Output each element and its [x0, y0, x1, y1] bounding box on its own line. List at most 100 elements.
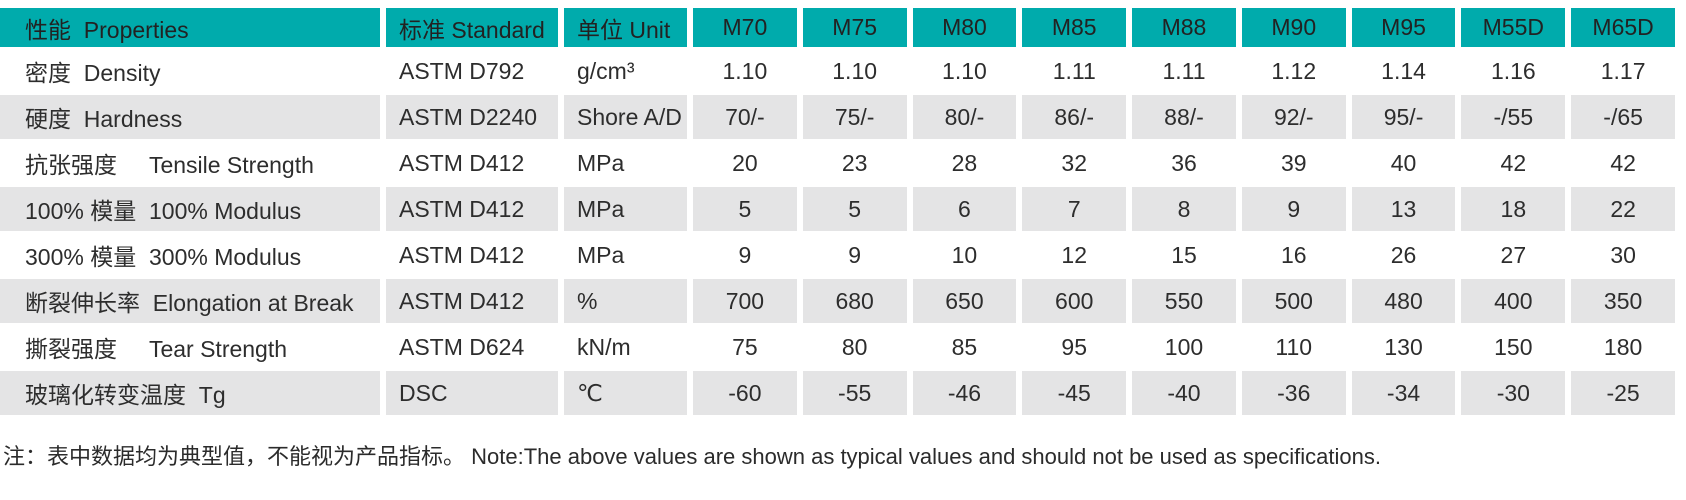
value-cell-text: 30 — [1610, 241, 1636, 268]
value-cell: 100 — [1132, 325, 1236, 369]
unit-cell: g/cm³ — [564, 49, 687, 93]
property-cell: 玻璃化转变温度 Tg — [0, 371, 380, 415]
header-grade-m85-text: M85 — [1051, 14, 1097, 40]
value-cell: 1.14 — [1351, 49, 1456, 93]
value-cell-text: 9 — [1287, 195, 1301, 222]
header-grade-m65d: M65D — [1571, 8, 1675, 47]
unit-cell-text: Shore A/D — [577, 103, 682, 130]
value-cell-text: -45 — [1057, 379, 1091, 406]
value-cell-text: 1.11 — [1162, 57, 1206, 84]
value-cell: 550 — [1132, 279, 1236, 323]
header-grade-m95: M95 — [1351, 8, 1456, 47]
value-cell: 1.17 — [1571, 49, 1675, 93]
value-cell: -/55 — [1461, 95, 1566, 139]
standard-cell: ASTM D792 — [386, 49, 558, 93]
value-cell-text: 75/- — [834, 103, 875, 130]
value-cell-text: -55 — [838, 379, 872, 406]
value-cell: 7 — [1022, 187, 1127, 231]
value-cell: 150 — [1461, 325, 1566, 369]
header-standard-text: 标准 Standard — [399, 16, 545, 43]
value-cell-text: -60 — [728, 379, 762, 406]
header-grade-m88-text: M88 — [1161, 14, 1207, 40]
value-cell-text: 130 — [1384, 333, 1423, 360]
value-cell-text: 28 — [951, 149, 978, 176]
header-grade-m95-text: M95 — [1381, 14, 1426, 40]
value-cell: -25 — [1571, 371, 1675, 415]
value-cell-text: -34 — [1386, 379, 1421, 406]
value-cell: -40 — [1132, 371, 1236, 415]
value-cell: 6 — [912, 187, 1017, 231]
value-cell: 600 — [1022, 279, 1127, 323]
value-cell: 130 — [1351, 325, 1456, 369]
property-cell: 撕裂强度 Tear Strength — [0, 325, 380, 369]
unit-cell-text: MPa — [577, 149, 625, 176]
unit-cell-text: MPa — [577, 241, 625, 268]
value-cell-text: 16 — [1280, 241, 1307, 268]
value-cell: 23 — [802, 141, 907, 185]
value-cell: 70/- — [693, 95, 797, 139]
value-cell-text: 6 — [958, 195, 971, 222]
value-cell-text: 7 — [1067, 195, 1081, 222]
value-cell: -30 — [1461, 371, 1566, 415]
value-cell: 1.11 — [1022, 49, 1127, 93]
properties-table: 性能 Properties 标准 Standard 单位 Unit M70 M75 M80… — [0, 8, 1675, 415]
value-cell-text: 39 — [1280, 149, 1307, 176]
unit-cell-text: MPa — [577, 195, 625, 222]
value-cell-text: 85 — [951, 333, 978, 360]
value-cell-text: 32 — [1061, 149, 1088, 176]
value-cell: 30 — [1571, 233, 1675, 277]
property-cell-text: 撕裂强度 Tear Strength — [25, 336, 288, 362]
unit-cell-text: kN/m — [577, 333, 631, 360]
header-grade-m75: M75 — [802, 8, 907, 47]
value-cell: 86/- — [1022, 95, 1127, 139]
standard-cell: DSC — [386, 371, 558, 415]
standard-cell: ASTM D412 — [386, 187, 558, 231]
value-cell-text: -/55 — [1493, 103, 1534, 130]
value-cell-text: 350 — [1603, 287, 1643, 314]
property-cell: 100% 模量 100% Modulus — [0, 187, 380, 231]
value-cell: 39 — [1241, 141, 1346, 185]
value-cell: 1.10 — [912, 49, 1017, 93]
value-cell-text: 600 — [1055, 287, 1094, 314]
property-cell: 断裂伸长率 Elongation at Break — [0, 279, 380, 323]
value-cell: 85 — [912, 325, 1017, 369]
value-cell: 27 — [1461, 233, 1566, 277]
value-cell: 110 — [1241, 325, 1346, 369]
value-cell: 9 — [802, 233, 907, 277]
value-cell: 1.10 — [802, 49, 907, 93]
value-cell-text: 180 — [1603, 333, 1643, 360]
value-cell: 32 — [1022, 141, 1127, 185]
value-cell-text: 20 — [732, 149, 758, 176]
value-cell-text: -36 — [1277, 379, 1311, 406]
value-cell-text: 95 — [1061, 333, 1088, 360]
value-cell: 1.12 — [1241, 49, 1346, 93]
value-cell: 26 — [1351, 233, 1456, 277]
value-cell-text: 8 — [1177, 195, 1191, 222]
value-cell: 700 — [693, 279, 797, 323]
unit-cell: % — [564, 279, 687, 323]
value-cell: 5 — [802, 187, 907, 231]
value-cell-text: 92/- — [1273, 103, 1314, 130]
value-cell-text: 9 — [848, 241, 862, 268]
value-cell: 80 — [802, 325, 907, 369]
value-cell-text: 680 — [835, 287, 874, 314]
unit-cell: MPa — [564, 233, 687, 277]
value-cell: 42 — [1461, 141, 1566, 185]
datasheet-page: 性能 Properties 标准 Standard 单位 Unit M70 M75 M80… — [0, 8, 1686, 500]
standard-cell-text: ASTM D792 — [399, 57, 525, 84]
value-cell: 13 — [1351, 187, 1456, 231]
value-cell: 36 — [1132, 141, 1236, 185]
header-grade-m65d-text: M65D — [1592, 14, 1654, 40]
header-grade-m55d-text: M55D — [1482, 14, 1544, 40]
value-cell: 1.16 — [1461, 49, 1566, 93]
property-cell-text: 300% 模量 300% Modulus — [25, 244, 302, 270]
standard-cell-text: ASTM D412 — [399, 149, 525, 176]
value-cell-text: 15 — [1171, 241, 1197, 268]
value-cell-text: -/65 — [1603, 103, 1643, 130]
value-cell-text: 95/- — [1383, 103, 1424, 130]
value-cell-text: 22 — [1610, 195, 1636, 222]
value-cell-text: 650 — [945, 287, 984, 314]
header-unit-text: 单位 Unit — [577, 16, 671, 43]
value-cell-text: 700 — [725, 287, 765, 314]
value-cell-text: -25 — [1606, 379, 1640, 406]
